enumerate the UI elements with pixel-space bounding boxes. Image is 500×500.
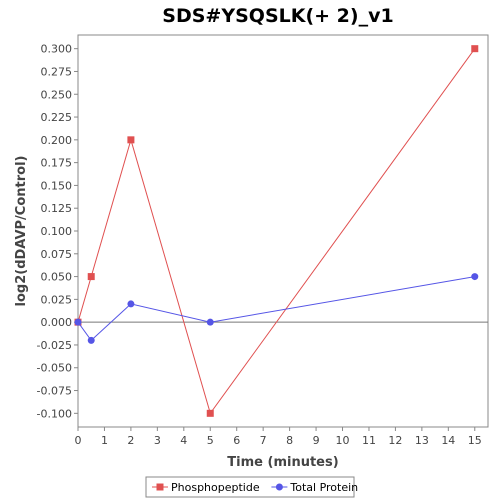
y-tick-label: 0.200: [41, 134, 73, 147]
y-axis-label: log2(dDAVP/Control): [14, 156, 29, 307]
data-point[interactable]: [206, 318, 214, 326]
y-tick-label: -0.050: [37, 362, 72, 375]
data-point[interactable]: [127, 300, 135, 308]
legend[interactable]: Phosphopeptide Total Protein: [145, 476, 358, 498]
legend-marker: [275, 483, 283, 491]
x-tick-label: 14: [441, 434, 455, 447]
x-tick-label: 10: [336, 434, 350, 447]
data-point[interactable]: [127, 136, 135, 144]
y-tick-label: 0.175: [41, 157, 73, 170]
y-tick-label: 0.125: [41, 202, 73, 215]
x-tick-label: 2: [127, 434, 134, 447]
y-tick-label: -0.100: [37, 407, 72, 420]
data-point[interactable]: [206, 409, 214, 417]
series-total-protein: [74, 273, 479, 344]
x-tick-label: 15: [468, 434, 482, 447]
y-tick-label: 0.050: [41, 271, 73, 284]
y-tick-label: 0.075: [41, 248, 73, 261]
data-point[interactable]: [87, 273, 95, 281]
y-tick-label: 0.225: [41, 111, 73, 124]
x-tick-label: 5: [207, 434, 214, 447]
legend-marker: [156, 483, 164, 491]
y-tick-label: -0.025: [37, 339, 72, 352]
legend-item[interactable]: Phosphopeptide: [152, 481, 260, 494]
x-tick-label: 9: [313, 434, 320, 447]
x-tick-label: 6: [233, 434, 240, 447]
x-tick-label: 0: [75, 434, 82, 447]
x-tick-label: 3: [154, 434, 161, 447]
legend-item[interactable]: Total Protein: [271, 481, 358, 494]
x-tick-label: 4: [180, 434, 187, 447]
y-tick-label: 0.000: [41, 316, 73, 329]
data-point[interactable]: [74, 318, 82, 326]
legend-box: [145, 476, 355, 498]
y-tick-label: 0.150: [41, 179, 73, 192]
x-tick-label: 7: [260, 434, 267, 447]
x-tick-label: 8: [286, 434, 293, 447]
y-tick-label: -0.075: [37, 385, 72, 398]
series-layer: [74, 45, 479, 417]
chart-title: SDS#YSQSLK(+ 2)_v1: [162, 5, 393, 27]
y-tick-label: 0.100: [41, 225, 73, 238]
y-tick-label: 0.250: [41, 88, 73, 101]
data-point[interactable]: [471, 273, 479, 281]
y-tick-label: 0.275: [41, 65, 73, 78]
y-tick-label: 0.025: [41, 293, 73, 306]
y-tick-label: 0.300: [41, 43, 73, 56]
data-point[interactable]: [87, 336, 95, 344]
data-point[interactable]: [471, 45, 479, 53]
legend-label: Total Protein: [289, 481, 358, 494]
legend-label: Phosphopeptide: [171, 481, 260, 494]
plot-area: [77, 34, 489, 428]
x-axis-label: Time (minutes): [227, 455, 338, 470]
y-axis: -0.100 -0.075 -0.050 -0.025 0.000 0.025 0.050 0…: [37, 43, 78, 420]
x-axis: 0 1 2 3 4 5 6 7 8 9 10 11 12 13 14 15: [75, 427, 482, 447]
x-tick-label: 13: [415, 434, 429, 447]
x-tick-label: 12: [388, 434, 402, 447]
x-tick-label: 1: [101, 434, 108, 447]
x-tick-label: 11: [362, 434, 376, 447]
